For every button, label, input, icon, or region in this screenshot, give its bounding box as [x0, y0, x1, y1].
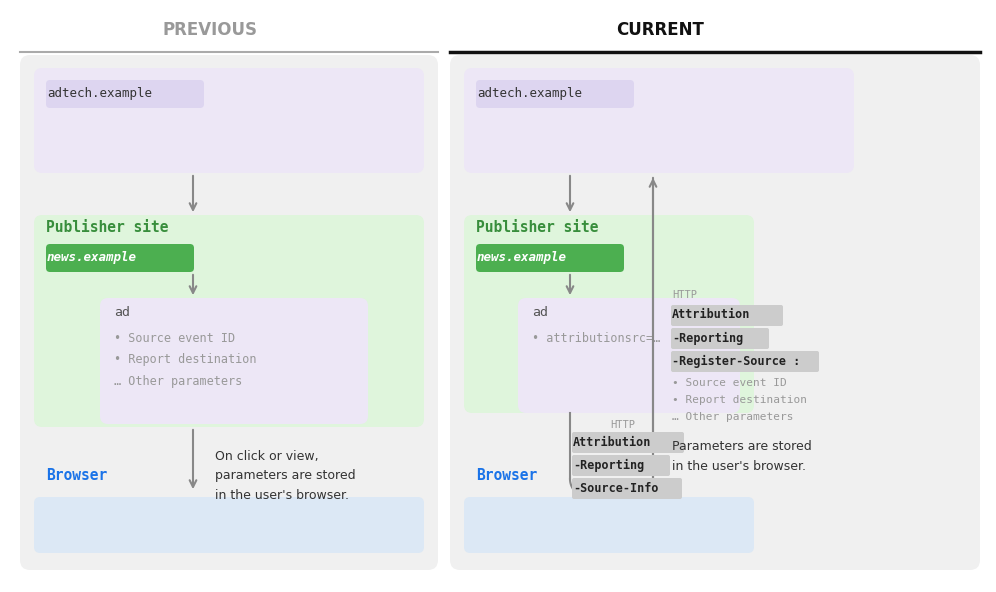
FancyBboxPatch shape: [46, 80, 204, 108]
Text: … Other parameters: … Other parameters: [114, 375, 242, 388]
FancyBboxPatch shape: [34, 68, 424, 173]
FancyBboxPatch shape: [476, 80, 634, 108]
Text: • attributionsrc=…: • attributionsrc=…: [532, 332, 660, 345]
FancyBboxPatch shape: [34, 215, 424, 427]
Text: -Reporting: -Reporting: [573, 458, 644, 472]
Text: HTTP: HTTP: [610, 420, 635, 430]
Text: Browser: Browser: [476, 468, 537, 482]
FancyBboxPatch shape: [450, 55, 980, 570]
Text: • Source event ID: • Source event ID: [672, 378, 787, 388]
FancyBboxPatch shape: [671, 328, 769, 349]
Text: -Source-Info: -Source-Info: [573, 481, 658, 494]
FancyBboxPatch shape: [46, 244, 194, 272]
FancyBboxPatch shape: [572, 478, 682, 499]
Text: CURRENT: CURRENT: [617, 21, 704, 39]
Text: adtech.example: adtech.example: [477, 88, 582, 101]
Text: Attribution: Attribution: [672, 308, 750, 321]
Text: PREVIOUS: PREVIOUS: [162, 21, 258, 39]
FancyBboxPatch shape: [671, 305, 783, 326]
Text: HTTP: HTTP: [672, 290, 697, 300]
FancyBboxPatch shape: [464, 215, 754, 413]
Text: -Register-Source :: -Register-Source :: [672, 355, 800, 368]
Text: news.example: news.example: [477, 252, 567, 265]
FancyBboxPatch shape: [100, 298, 368, 424]
Text: Attribution: Attribution: [573, 436, 651, 449]
FancyBboxPatch shape: [476, 244, 624, 272]
FancyBboxPatch shape: [518, 298, 740, 413]
Text: • Report destination: • Report destination: [114, 353, 257, 366]
FancyBboxPatch shape: [671, 351, 819, 372]
Text: On click or view,
parameters are stored
in the user's browser.: On click or view, parameters are stored …: [215, 450, 356, 502]
Text: Parameters are stored
in the user's browser.: Parameters are stored in the user's brow…: [672, 440, 812, 472]
FancyBboxPatch shape: [34, 497, 424, 553]
Text: Publisher site: Publisher site: [476, 220, 599, 236]
FancyBboxPatch shape: [464, 68, 854, 173]
Text: news.example: news.example: [47, 252, 137, 265]
Text: … Other parameters: … Other parameters: [672, 412, 794, 422]
FancyBboxPatch shape: [572, 432, 684, 453]
Text: -Reporting: -Reporting: [672, 332, 743, 345]
Text: Publisher site: Publisher site: [46, 220, 168, 236]
Text: ad: ad: [532, 307, 548, 320]
Text: • Source event ID: • Source event ID: [114, 332, 235, 345]
FancyBboxPatch shape: [572, 455, 670, 476]
Text: Browser: Browser: [46, 468, 108, 482]
Text: adtech.example: adtech.example: [47, 88, 152, 101]
Text: ad: ad: [114, 307, 130, 320]
FancyBboxPatch shape: [464, 497, 754, 553]
Text: • Report destination: • Report destination: [672, 395, 807, 405]
FancyBboxPatch shape: [20, 55, 438, 570]
